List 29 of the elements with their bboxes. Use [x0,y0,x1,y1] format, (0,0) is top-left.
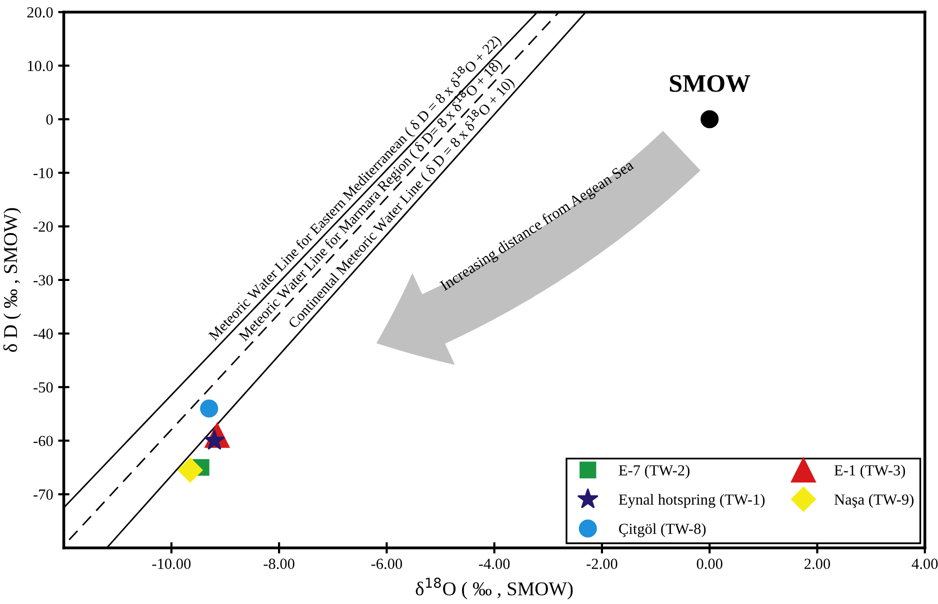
legend-label: Eynal hotspring (TW-1) [618,494,765,508]
y-tick-label: -60 [34,436,53,446]
y-tick-label: -10 [34,168,53,178]
x-tick-label: -10.00 [152,558,191,570]
x-tick-label: 2.00 [804,558,830,570]
y-tick-label: -50 [34,382,53,393]
y-tick-label: 20.0 [27,7,53,18]
x-tick-label: -8.00 [264,558,294,570]
y-tick-label: -30 [34,275,53,286]
series-label: SMOW [670,75,750,92]
y-tick-label: -70 [34,489,53,500]
legend-label: E-7 (TW-2) [618,464,690,479]
legend-label: Naşa (TW-9) [834,494,914,508]
y-tick-label: -20 [34,222,53,232]
y-axis-title: δ D ( ‰ , SMOW) [3,208,22,352]
legend-label: Çitgöl (TW-8) [619,523,706,538]
x-axis-title: δ$^{18}$O ( ‰ , SMOW) [416,578,573,600]
point [200,400,218,418]
x-tick-label: 0.00 [696,558,722,570]
y-tick-label: -40 [34,328,53,339]
point [700,110,719,128]
legend-label: E-1 (TW-3) [834,464,906,479]
y-tick-label: 0 [46,114,53,125]
point [178,458,203,483]
y-tick-label: 10.0 [28,60,53,72]
x-tick-label: 4.00 [912,558,938,570]
x-tick-label: -4.00 [478,558,510,570]
x-tick-label: -6.00 [371,558,402,570]
x-tick-label: -2.00 [586,558,618,570]
